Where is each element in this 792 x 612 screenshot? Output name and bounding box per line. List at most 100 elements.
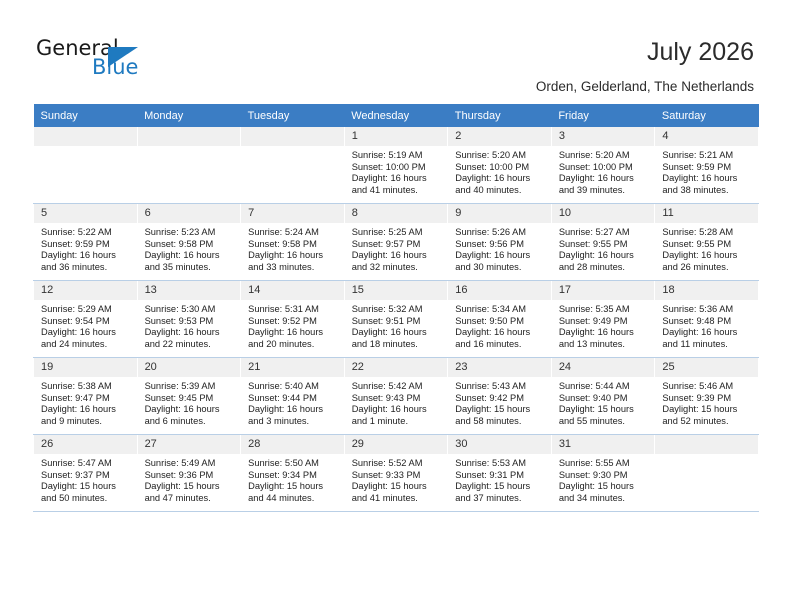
day-details: Sunrise: 5:55 AM Sunset: 9:30 PM Daylight:… <box>552 454 655 504</box>
sunrise-text: Sunrise: 5:27 AM <box>558 227 630 237</box>
day-cell-inner: 25 Sunrise: 5:46 AM Sunset: 9:39 PM Dayligh… <box>655 358 758 434</box>
sunset-text: Sunset: 9:34 PM <box>248 469 317 480</box>
calendar-day-cell[interactable]: 24 Sunrise: 5:44 AM Sunset: 9:40 PM Dayligh… <box>550 357 656 435</box>
sunset-text: Sunset: 9:58 PM <box>248 238 317 249</box>
calendar-day-cell[interactable]: 25 Sunrise: 5:46 AM Sunset: 9:39 PM Dayligh… <box>654 357 759 435</box>
day-number: 16 <box>448 281 551 300</box>
calendar-day-cell[interactable]: 14 Sunrise: 5:31 AM Sunset: 9:52 PM Dayligh… <box>240 280 345 358</box>
calendar-day-cell[interactable]: 15 Sunrise: 5:32 AM Sunset: 9:51 PM Dayligh… <box>343 280 449 358</box>
calendar-cell-empty <box>240 127 345 204</box>
calendar-day-cell[interactable]: 30 Sunrise: 5:53 AM Sunset: 9:31 PM Dayligh… <box>447 434 552 512</box>
calendar-day-cell[interactable]: 9 Sunrise: 5:26 AM Sunset: 9:56 PM Daylight… <box>447 203 552 281</box>
calendar-day-cell[interactable]: 3 Sunrise: 5:20 AM Sunset: 10:00 PM Dayligh… <box>550 127 656 204</box>
weekday-header-friday: Friday <box>551 104 655 127</box>
daylight-text: Daylight: 16 hours and 9 minutes. <box>41 404 116 426</box>
sunset-text: Sunset: 9:36 PM <box>144 469 214 480</box>
day-cell-inner: 21 Sunrise: 5:40 AM Sunset: 9:44 PM Dayligh… <box>241 358 344 434</box>
calendar-cell-empty <box>33 127 138 204</box>
day-number: 15 <box>344 281 448 300</box>
day-number: 3 <box>551 127 655 146</box>
day-number <box>655 435 758 454</box>
day-number: 27 <box>137 435 241 454</box>
calendar-header-row: Sunday Monday Tuesday Wednesday Thursday… <box>33 104 759 127</box>
calendar-day-cell[interactable]: 6 Sunrise: 5:23 AM Sunset: 9:58 PM Daylight… <box>136 203 242 281</box>
sunset-text: Sunset: 9:51 PM <box>351 315 421 326</box>
day-number: 31 <box>551 435 655 454</box>
day-number: 2 <box>448 127 551 146</box>
calendar-day-cell[interactable]: 13 Sunrise: 5:30 AM Sunset: 9:53 PM Dayligh… <box>136 280 242 358</box>
calendar-day-cell[interactable]: 21 Sunrise: 5:40 AM Sunset: 9:44 PM Dayligh… <box>240 357 345 435</box>
page-title: July 2026 <box>646 38 754 66</box>
day-cell-inner: 27 Sunrise: 5:49 AM Sunset: 9:36 PM Dayligh… <box>137 435 241 511</box>
sunrise-text: Sunrise: 5:21 AM <box>662 150 734 160</box>
sunrise-text: Sunrise: 5:39 AM <box>144 381 216 391</box>
sunrise-text: Sunrise: 5:23 AM <box>144 227 216 237</box>
calendar-day-cell[interactable]: 12 Sunrise: 5:29 AM Sunset: 9:54 PM Dayligh… <box>33 280 138 358</box>
daylight-text: Daylight: 16 hours and 35 minutes. <box>144 250 220 272</box>
sunrise-text: Sunrise: 5:25 AM <box>351 227 423 237</box>
calendar-day-cell[interactable]: 16 Sunrise: 5:34 AM Sunset: 9:50 PM Dayligh… <box>447 280 552 358</box>
calendar-day-cell[interactable]: 22 Sunrise: 5:42 AM Sunset: 9:43 PM Dayligh… <box>343 357 449 435</box>
calendar-day-cell[interactable]: 7 Sunrise: 5:24 AM Sunset: 9:58 PM Daylight… <box>240 203 345 281</box>
day-details: Sunrise: 5:28 AM Sunset: 9:55 PM Daylight:… <box>655 223 758 273</box>
sunset-text: Sunset: 9:55 PM <box>662 238 732 249</box>
calendar-day-cell[interactable]: 26 Sunrise: 5:47 AM Sunset: 9:37 PM Dayligh… <box>33 434 138 512</box>
sunrise-text: Sunrise: 5:35 AM <box>558 304 630 314</box>
daylight-text: Daylight: 16 hours and 38 minutes. <box>662 173 738 195</box>
day-cell-inner: 29 Sunrise: 5:52 AM Sunset: 9:33 PM Dayligh… <box>344 435 448 511</box>
daylight-text: Daylight: 16 hours and 3 minutes. <box>248 404 324 426</box>
daylight-text: Daylight: 16 hours and 26 minutes. <box>662 250 738 272</box>
sunrise-text: Sunrise: 5:28 AM <box>662 227 734 237</box>
calendar-day-cell[interactable]: 17 Sunrise: 5:35 AM Sunset: 9:49 PM Dayligh… <box>550 280 656 358</box>
calendar-week-row: 5 Sunrise: 5:22 AM Sunset: 9:59 PM Daylight… <box>33 203 759 281</box>
day-details: Sunrise: 5:52 AM Sunset: 9:33 PM Daylight:… <box>345 454 448 504</box>
calendar-day-cell[interactable]: 4 Sunrise: 5:21 AM Sunset: 9:59 PM Daylight… <box>654 127 759 204</box>
calendar-day-cell[interactable]: 31 Sunrise: 5:55 AM Sunset: 9:30 PM Dayligh… <box>550 434 656 512</box>
logo-text-general: General <box>36 36 119 60</box>
general-blue-logo[interactable]: General Blue <box>36 36 166 80</box>
calendar-day-cell[interactable]: 11 Sunrise: 5:28 AM Sunset: 9:55 PM Dayligh… <box>654 203 759 281</box>
day-number: 24 <box>551 358 655 377</box>
calendar-day-cell[interactable]: 5 Sunrise: 5:22 AM Sunset: 9:59 PM Daylight… <box>33 203 138 281</box>
weekday-header-thursday: Thursday <box>447 104 552 127</box>
day-cell-inner: 17 Sunrise: 5:35 AM Sunset: 9:49 PM Dayligh… <box>551 281 655 357</box>
calendar-day-cell[interactable]: 27 Sunrise: 5:49 AM Sunset: 9:36 PM Dayligh… <box>136 434 242 512</box>
daylight-text: Daylight: 15 hours and 58 minutes. <box>455 404 531 426</box>
calendar-day-cell[interactable]: 28 Sunrise: 5:50 AM Sunset: 9:34 PM Dayligh… <box>240 434 345 512</box>
calendar-cell-empty <box>654 434 759 512</box>
day-cell-inner: 19 Sunrise: 5:38 AM Sunset: 9:47 PM Dayligh… <box>34 358 137 434</box>
sunrise-text: Sunrise: 5:29 AM <box>41 304 112 314</box>
day-details: Sunrise: 5:21 AM Sunset: 9:59 PM Daylight:… <box>655 146 758 196</box>
day-number: 10 <box>551 204 655 223</box>
day-details: Sunrise: 5:44 AM Sunset: 9:40 PM Daylight:… <box>552 377 655 427</box>
calendar-day-cell[interactable]: 20 Sunrise: 5:39 AM Sunset: 9:45 PM Dayligh… <box>136 357 242 435</box>
calendar-day-cell[interactable]: 10 Sunrise: 5:27 AM Sunset: 9:55 PM Dayligh… <box>550 203 656 281</box>
day-number: 12 <box>34 281 137 300</box>
sunrise-text: Sunrise: 5:52 AM <box>351 458 423 468</box>
daylight-text: Daylight: 15 hours and 37 minutes. <box>455 481 531 503</box>
calendar-day-cell[interactable]: 8 Sunrise: 5:25 AM Sunset: 9:57 PM Daylight… <box>343 203 449 281</box>
sunset-text: Sunset: 9:54 PM <box>41 315 110 326</box>
day-number: 7 <box>241 204 344 223</box>
daylight-text: Daylight: 16 hours and 11 minutes. <box>662 327 738 349</box>
calendar-day-cell[interactable]: 23 Sunrise: 5:43 AM Sunset: 9:42 PM Dayligh… <box>447 357 552 435</box>
sunset-text: Sunset: 9:44 PM <box>248 392 317 403</box>
calendar-day-cell[interactable]: 18 Sunrise: 5:36 AM Sunset: 9:48 PM Dayligh… <box>654 280 759 358</box>
sunrise-text: Sunrise: 5:46 AM <box>662 381 734 391</box>
calendar-day-cell[interactable]: 1 Sunrise: 5:19 AM Sunset: 10:00 PM Dayligh… <box>343 127 449 204</box>
daylight-text: Daylight: 16 hours and 16 minutes. <box>455 327 531 349</box>
day-cell-inner: 30 Sunrise: 5:53 AM Sunset: 9:31 PM Dayligh… <box>448 435 551 511</box>
day-details: Sunrise: 5:23 AM Sunset: 9:58 PM Daylight:… <box>138 223 241 273</box>
day-number: 20 <box>137 358 241 377</box>
day-cell-inner: 12 Sunrise: 5:29 AM Sunset: 9:54 PM Dayligh… <box>34 281 137 357</box>
day-number: 13 <box>137 281 241 300</box>
day-details: Sunrise: 5:50 AM Sunset: 9:34 PM Daylight:… <box>241 454 344 504</box>
day-cell-inner: 23 Sunrise: 5:43 AM Sunset: 9:42 PM Dayligh… <box>448 358 551 434</box>
day-cell-inner: 20 Sunrise: 5:39 AM Sunset: 9:45 PM Dayligh… <box>137 358 241 434</box>
calendar-day-cell[interactable]: 19 Sunrise: 5:38 AM Sunset: 9:47 PM Dayligh… <box>33 357 138 435</box>
sunrise-text: Sunrise: 5:26 AM <box>455 227 527 237</box>
calendar-day-cell[interactable]: 29 Sunrise: 5:52 AM Sunset: 9:33 PM Dayligh… <box>343 434 449 512</box>
sunset-text: Sunset: 10:00 PM <box>455 161 530 172</box>
calendar-day-cell[interactable]: 2 Sunrise: 5:20 AM Sunset: 10:00 PM Dayligh… <box>447 127 552 204</box>
day-details: Sunrise: 5:42 AM Sunset: 9:43 PM Daylight:… <box>345 377 448 427</box>
